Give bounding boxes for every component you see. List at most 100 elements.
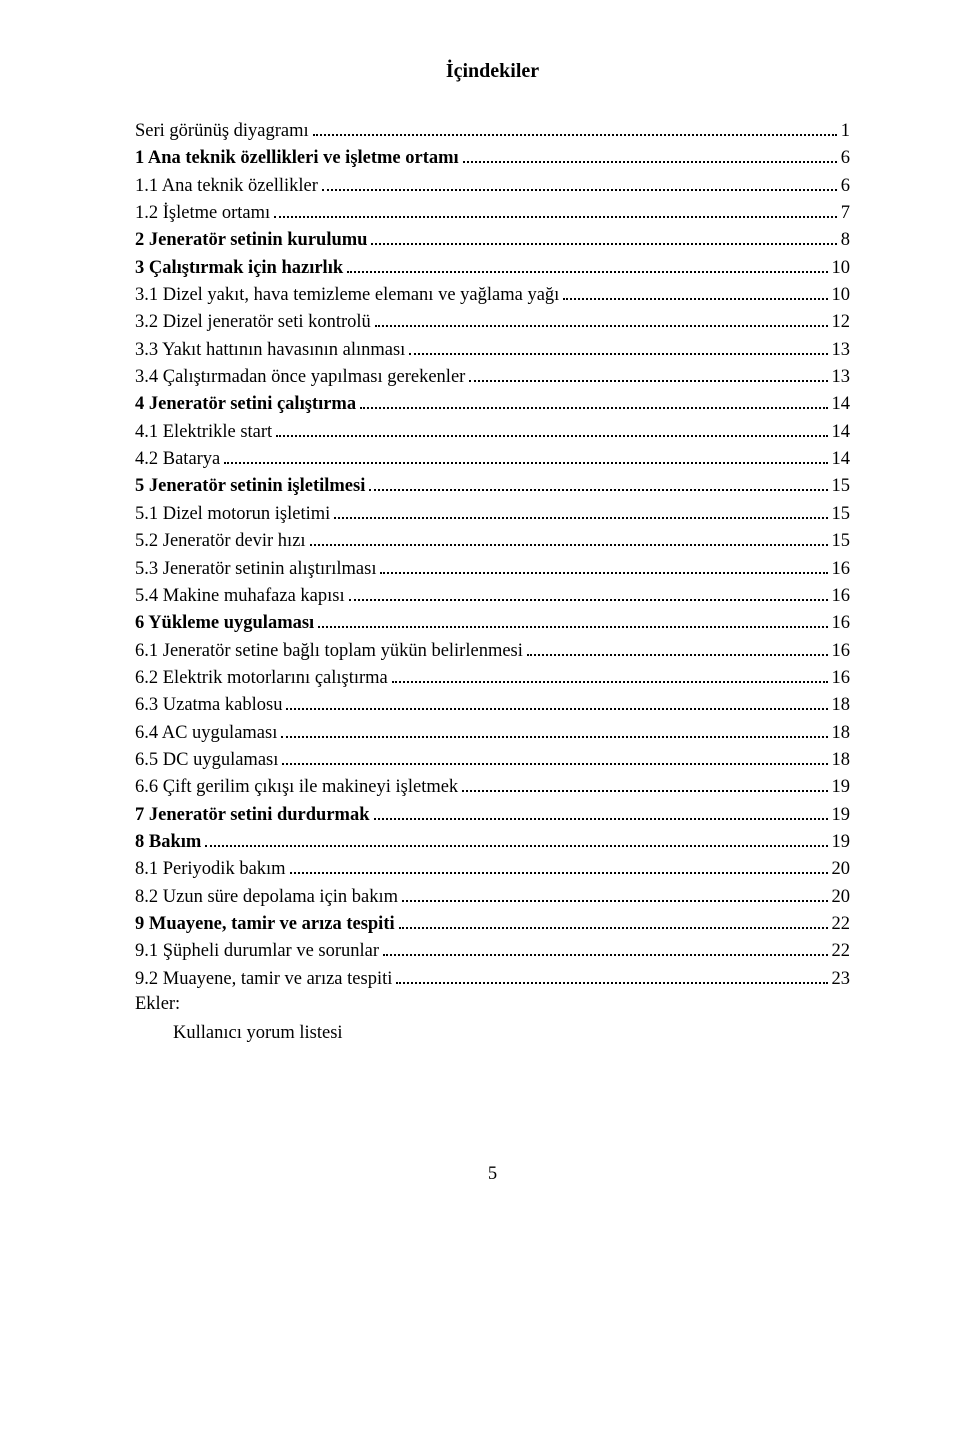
toc-entry-page: 1 (841, 119, 850, 144)
toc-leader-dots (392, 681, 828, 683)
toc-entry-page: 10 (832, 283, 851, 308)
toc-entry-page: 6 (841, 174, 850, 199)
toc-entry: 5.2 Jeneratör devir hızı 15 (135, 529, 850, 554)
toc-leader-dots (563, 298, 827, 300)
toc-entry-page: 19 (832, 775, 851, 800)
toc-leader-dots (274, 216, 837, 218)
toc-entry-label: 3.2 Dizel jeneratör seti kontrolü (135, 310, 371, 335)
toc-entry-label: 8.1 Periyodik bakım (135, 857, 286, 882)
toc-entry-page: 20 (832, 885, 851, 910)
toc-entry: 8.2 Uzun süre depolama için bakım20 (135, 885, 850, 910)
toc-entry-label: 6.3 Uzatma kablosu (135, 693, 282, 718)
toc-entry: 9.1 Şüpheli durumlar ve sorunlar22 (135, 939, 850, 964)
toc-entry-label: 6.6 Çift gerilim çıkışı ile makineyi işl… (135, 775, 458, 800)
toc-entry-label: 2 Jeneratör setinin kurulumu (135, 228, 367, 253)
toc-entry: Seri görünüş diyagramı1 (135, 119, 850, 144)
toc-entry: 3.1 Dizel yakıt, hava temizleme elemanı … (135, 283, 850, 308)
toc-entry-label: 3.4 Çalıştırmadan önce yapılması gereken… (135, 365, 465, 390)
toc-entry-label: 5.3 Jeneratör setinin alıştırılması (135, 557, 376, 582)
toc-leader-dots (374, 818, 828, 820)
toc-leader-dots (527, 654, 828, 656)
toc-entry-page: 18 (832, 748, 851, 773)
toc-entry-page: 15 (832, 529, 851, 554)
toc-entry: 7 Jeneratör setini durdurmak 19 (135, 803, 850, 828)
toc-entry: 5 Jeneratör setinin işletilmesi 15 (135, 474, 850, 499)
toc-entry-label: 1.1 Ana teknik özellikler (135, 174, 318, 199)
toc-entry-page: 22 (832, 939, 851, 964)
toc-entry-label: 9 Muayene, tamir ve arıza tespiti (135, 912, 395, 937)
toc-entry-label: 4.1 Elektrikle start (135, 420, 272, 445)
toc-entry-page: 7 (841, 201, 850, 226)
toc-entry: 3.4 Çalıştırmadan önce yapılması gereken… (135, 365, 850, 390)
toc-entry-page: 16 (832, 639, 851, 664)
toc-entry-label: 6.4 AC uygulaması (135, 721, 277, 746)
toc-leader-dots (402, 900, 827, 902)
toc-leader-dots (349, 599, 828, 601)
toc-entry-page: 15 (832, 474, 851, 499)
toc-entry: 6.4 AC uygulaması 18 (135, 721, 850, 746)
toc-entry-label: 6 Yükleme uygulaması (135, 611, 314, 636)
toc-entry-page: 10 (832, 256, 851, 281)
toc-entry-label: 4.2 Batarya (135, 447, 220, 472)
toc-entry-label: 6.2 Elektrik motorlarını çalıştırma (135, 666, 388, 691)
toc-leader-dots (360, 407, 827, 409)
toc-entry: 5.3 Jeneratör setinin alıştırılması16 (135, 557, 850, 582)
toc-leader-dots (375, 325, 828, 327)
toc-leader-dots (224, 462, 827, 464)
toc-leader-dots (322, 189, 837, 191)
toc-leader-dots (383, 954, 827, 956)
toc-entry-label: 5 Jeneratör setinin işletilmesi (135, 474, 365, 499)
toc-entry: 6.5 DC uygulaması18 (135, 748, 850, 773)
toc-leader-dots (396, 982, 827, 984)
toc-entry: 3.2 Dizel jeneratör seti kontrolü12 (135, 310, 850, 335)
toc-leader-dots (334, 517, 827, 519)
toc-entry: 8.1 Periyodik bakım20 (135, 857, 850, 882)
toc-entry-label: 4 Jeneratör setini çalıştırma (135, 392, 356, 417)
toc-leader-dots (205, 845, 827, 847)
toc-entry-page: 13 (832, 365, 851, 390)
toc-entry: 6.2 Elektrik motorlarını çalıştırma16 (135, 666, 850, 691)
toc-leader-dots (313, 134, 837, 136)
toc-entry-label: 3.1 Dizel yakıt, hava temizleme elemanı … (135, 283, 559, 308)
toc-entry: 9 Muayene, tamir ve arıza tespiti22 (135, 912, 850, 937)
toc-entry: 4.2 Batarya14 (135, 447, 850, 472)
toc-entry-page: 23 (832, 967, 851, 992)
toc-entry: 3.3 Yakıt hattının havasının alınması13 (135, 338, 850, 363)
toc-entry-page: 19 (832, 803, 851, 828)
toc-entry-label: 5.2 Jeneratör devir hızı (135, 529, 306, 554)
toc-entry-page: 16 (832, 611, 851, 636)
toc-leader-dots (371, 243, 836, 245)
toc-entry-page: 16 (832, 584, 851, 609)
toc-entry-page: 15 (832, 502, 851, 527)
toc-entry-page: 18 (832, 721, 851, 746)
toc-entry-page: 8 (841, 228, 850, 253)
toc-entry-label: 9.2 Muayene, tamir ve arıza tespiti (135, 967, 392, 992)
toc-leader-dots (281, 736, 827, 738)
toc-entry: 6.3 Uzatma kablosu18 (135, 693, 850, 718)
toc-entry-page: 14 (832, 420, 851, 445)
toc-entry: 6.1 Jeneratör setine bağlı toplam yükün … (135, 639, 850, 664)
toc-leader-dots (409, 353, 827, 355)
toc-entry: 1.1 Ana teknik özellikler 6 (135, 174, 850, 199)
appendix-section: Ekler: Kullanıcı yorum listesi (135, 994, 850, 1044)
toc-entry-label: 7 Jeneratör setini durdurmak (135, 803, 370, 828)
toc-entry: 5.4 Makine muhafaza kapısı16 (135, 584, 850, 609)
toc-entry: 8 Bakım19 (135, 830, 850, 855)
toc-entry-page: 14 (832, 392, 851, 417)
toc-entry-label: 5.1 Dizel motorun işletimi (135, 502, 330, 527)
toc-entry-label: 3.3 Yakıt hattının havasının alınması (135, 338, 405, 363)
toc-entry: 4.1 Elektrikle start 14 (135, 420, 850, 445)
toc-entry: 4 Jeneratör setini çalıştırma 14 (135, 392, 850, 417)
toc-entry: 6 Yükleme uygulaması 16 (135, 611, 850, 636)
appendix-heading: Ekler: (135, 994, 850, 1015)
toc-leader-dots (399, 927, 828, 929)
toc-entry-page: 6 (841, 146, 850, 171)
toc-entry: 3 Çalıştırmak için hazırlık10 (135, 256, 850, 281)
toc-leader-dots (369, 489, 827, 491)
toc-entry: 1.2 İşletme ortamı7 (135, 201, 850, 226)
toc-entry: 9.2 Muayene, tamir ve arıza tespiti 23 (135, 967, 850, 992)
toc-entry-label: 1 Ana teknik özellikleri ve işletme orta… (135, 146, 459, 171)
page-number: 5 (135, 1164, 850, 1185)
document-title: İçindekiler (135, 60, 850, 83)
document-page: İçindekiler Seri görünüş diyagramı11 Ana… (0, 0, 960, 1225)
